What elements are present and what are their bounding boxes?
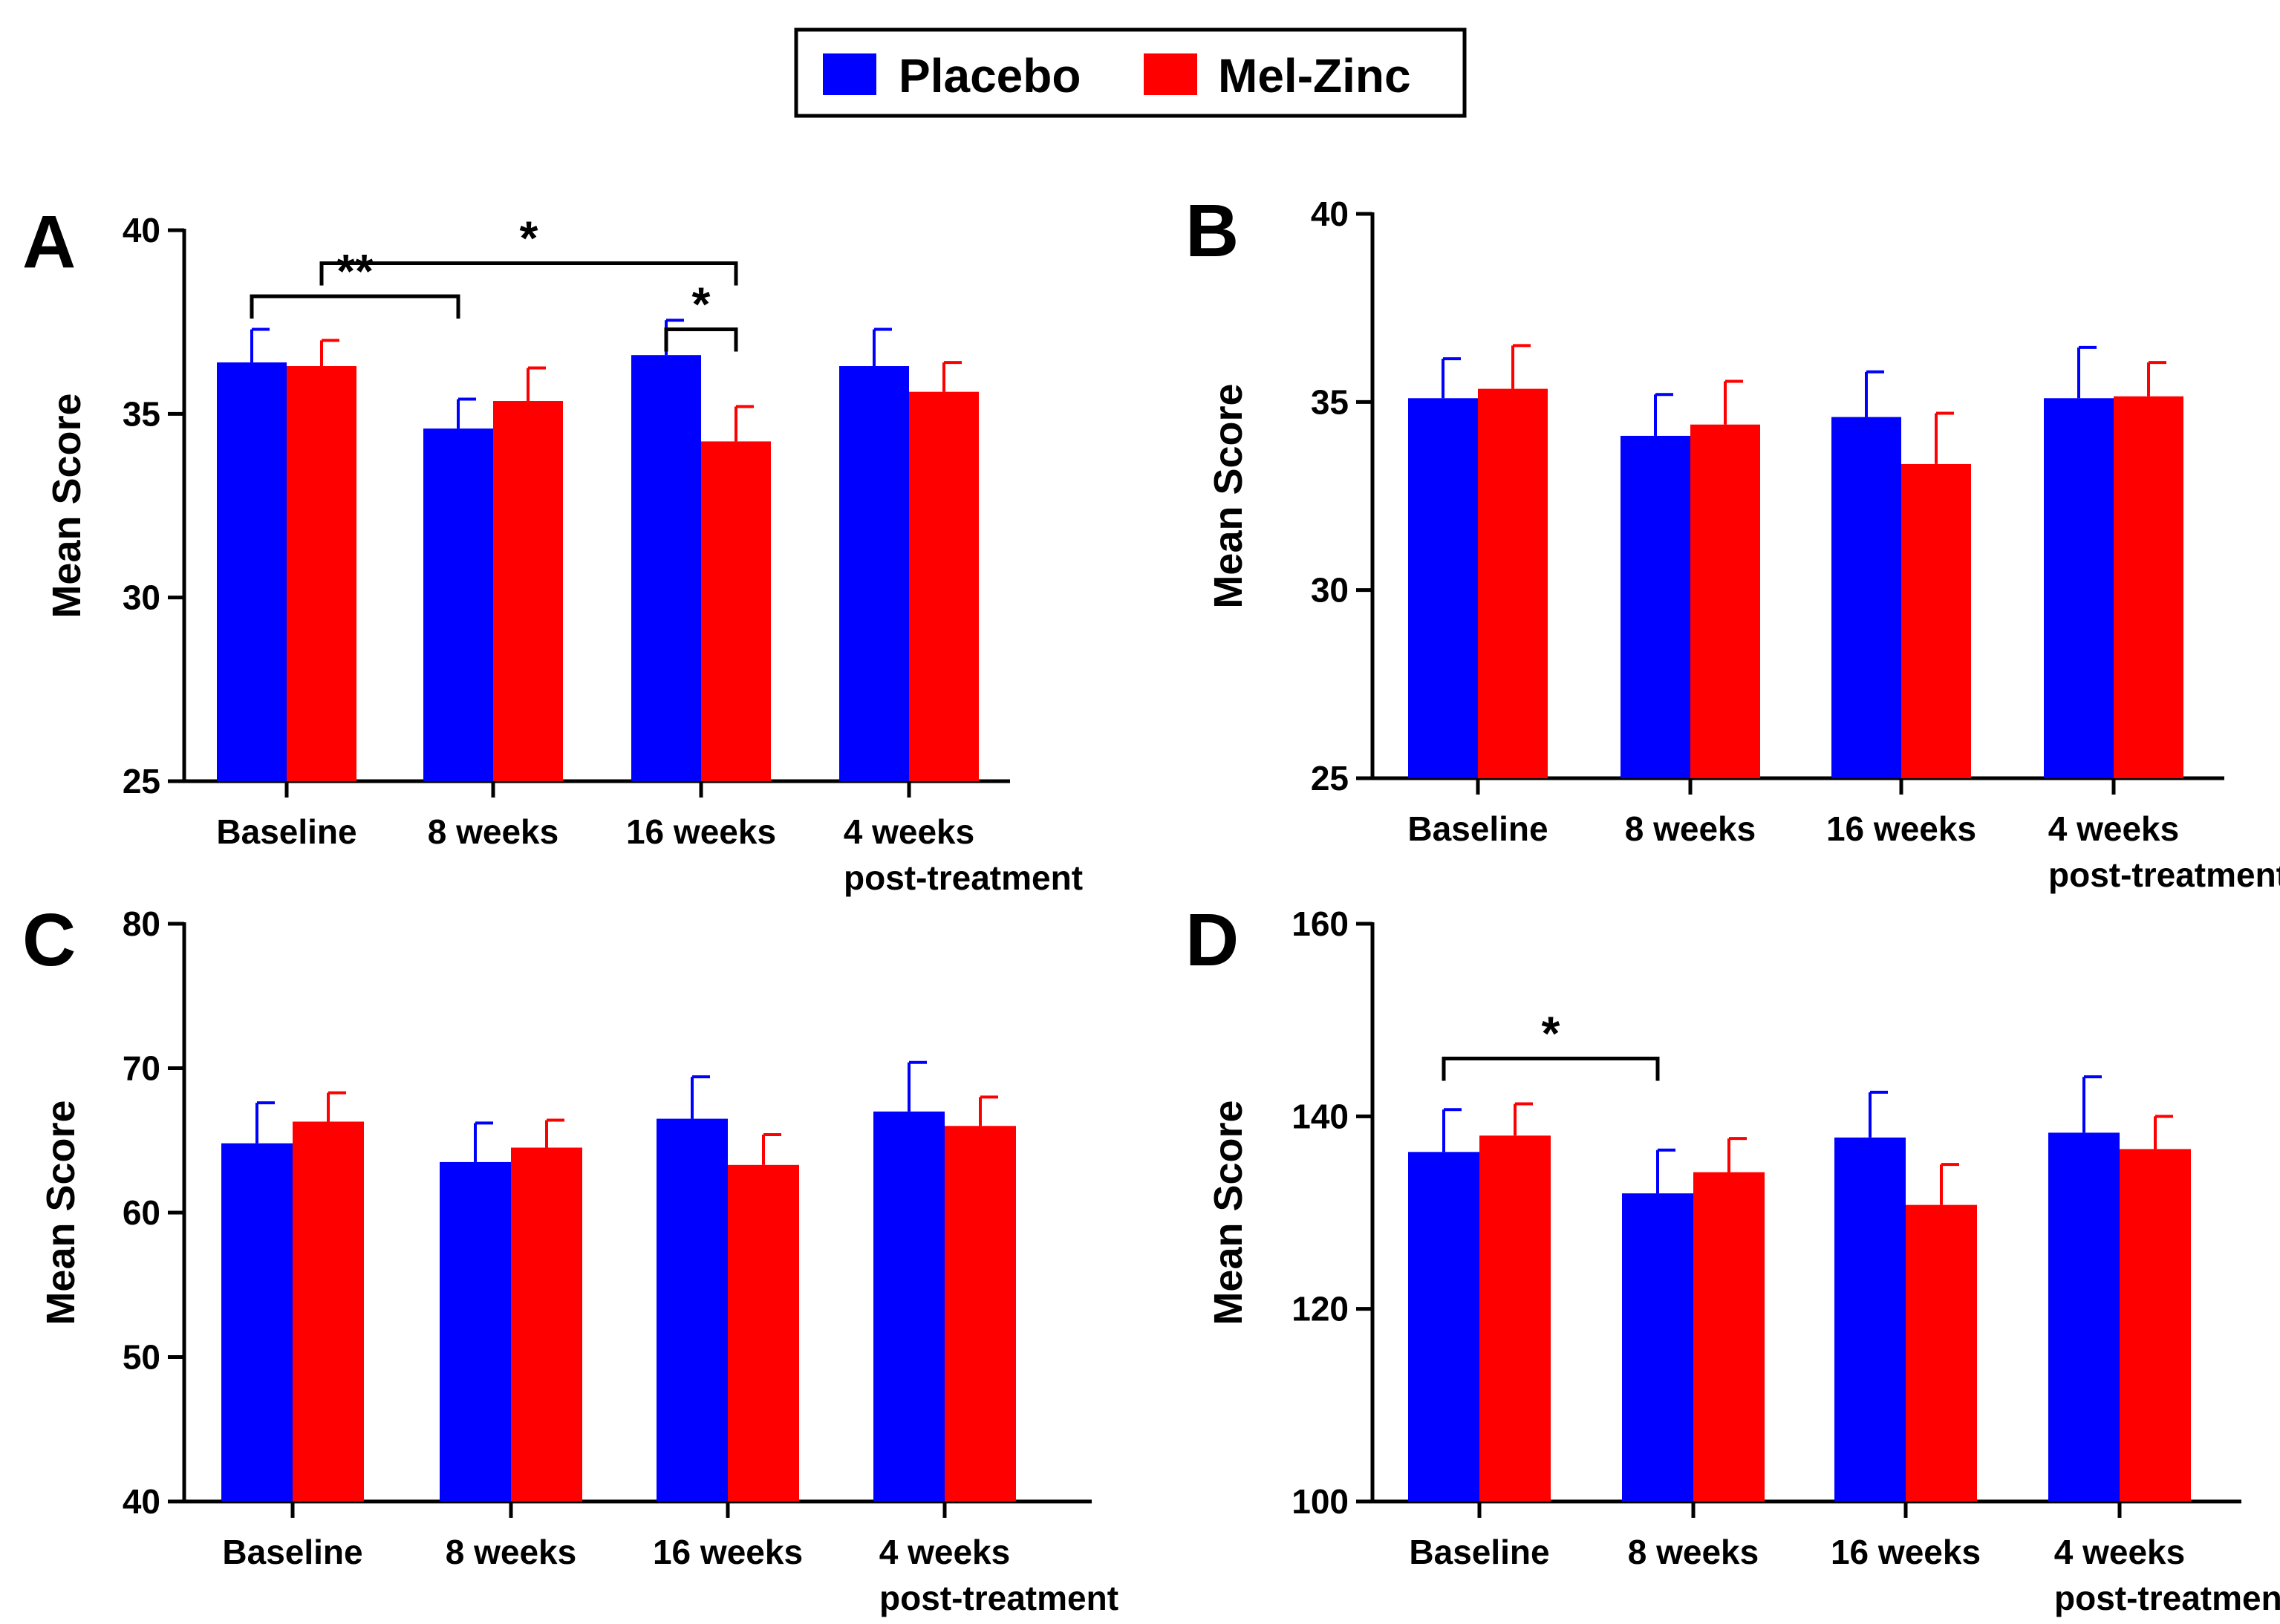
bar-placebo-2 — [1621, 435, 1690, 778]
y-tick-label: 50 — [123, 1338, 160, 1377]
x-tick-label: 8 weeks — [428, 812, 558, 851]
x-tick-label: 8 weeks — [1625, 809, 1756, 848]
significance-label: * — [520, 212, 538, 265]
bar-mel-zinc-1 — [293, 1121, 364, 1501]
bar-mel-zinc-1 — [1479, 1135, 1551, 1501]
bar-placebo-1 — [217, 362, 287, 782]
bar-placebo-3 — [657, 1118, 728, 1501]
y-tick-label: 25 — [1311, 759, 1349, 798]
bar-placebo-2 — [440, 1161, 511, 1501]
x-tick-label: 16 weeks — [1831, 1533, 1981, 1571]
bar-placebo-4 — [873, 1111, 945, 1501]
bar-placebo-1 — [221, 1143, 293, 1501]
y-tick-label: 35 — [1311, 382, 1349, 421]
legend-swatch-placebo — [823, 53, 876, 95]
bar-placebo-3 — [631, 355, 701, 782]
x-tick-label: 16 weeks — [653, 1533, 803, 1571]
bar-placebo-2 — [1622, 1193, 1693, 1501]
bar-mel-zinc-3 — [1901, 463, 1971, 778]
bar-placebo-4 — [2048, 1132, 2120, 1501]
y-tick-label: 80 — [123, 904, 160, 943]
bar-mel-zinc-4 — [909, 391, 979, 781]
x-tick-label: 16 weeks — [1826, 809, 1976, 848]
bar-mel-zinc-3 — [701, 441, 771, 781]
bar-mel-zinc-3 — [728, 1164, 799, 1501]
bar-placebo-1 — [1408, 1152, 1479, 1501]
bar-placebo-3 — [1831, 417, 1901, 778]
significance-bracket — [250, 294, 460, 319]
panel-letter: D — [1185, 899, 1239, 982]
y-tick-label: 40 — [1311, 195, 1349, 233]
y-tick-label: 60 — [123, 1193, 160, 1232]
significance-label: ** — [336, 244, 374, 298]
y-tick-label: 100 — [1292, 1482, 1349, 1521]
x-tick-label: Baseline — [1407, 809, 1548, 848]
y-tick-label: 140 — [1292, 1097, 1349, 1135]
panel-c: C Mean Score 40 50 60 70 80 Baseline 8 weeks 16 w… — [22, 899, 1118, 1617]
y-tick-label: 120 — [1292, 1290, 1349, 1328]
x-tick-label: 4 weeks — [844, 812, 974, 851]
x-tick-label: 4 weeks — [2048, 809, 2179, 848]
legend-label-mel-zinc: Mel-Zinc — [1218, 49, 1411, 102]
panel-b: B Mean Score 25 30 35 40 Baseline 8 weeks 16 wee… — [1185, 189, 2280, 894]
y-tick-label: 25 — [123, 762, 160, 800]
legend-label-placebo: Placebo — [899, 49, 1081, 102]
x-tick-label: post-treatment — [2054, 1579, 2280, 1617]
significance-bracket — [664, 327, 738, 352]
bar-placebo-4 — [2044, 398, 2114, 778]
bar-mel-zinc-1 — [287, 366, 356, 781]
x-tick-label: post-treatment — [844, 858, 1083, 897]
x-tick-label: 4 weeks — [2054, 1533, 2185, 1571]
y-axis-label: Mean Score — [45, 393, 89, 618]
x-tick-label: 4 weeks — [879, 1533, 1010, 1571]
bar-mel-zinc-4 — [945, 1126, 1016, 1501]
x-tick-label: 16 weeks — [626, 812, 776, 851]
bar-placebo-2 — [423, 428, 493, 781]
x-tick-label: 8 weeks — [1628, 1533, 1759, 1571]
panel-letter: A — [22, 200, 76, 284]
y-tick-label: 70 — [123, 1049, 160, 1088]
y-tick-label: 30 — [1311, 571, 1349, 610]
bar-mel-zinc-4 — [2120, 1149, 2191, 1501]
bar-mel-zinc-4 — [2114, 396, 2183, 778]
x-tick-label: 8 weeks — [446, 1533, 576, 1571]
bar-mel-zinc-3 — [1906, 1204, 1977, 1501]
x-tick-label: post-treatment — [2048, 855, 2280, 894]
y-tick-label: 160 — [1292, 904, 1349, 943]
bar-mel-zinc-2 — [493, 401, 563, 781]
x-tick-label: post-treatment — [879, 1579, 1118, 1617]
y-tick-label: 40 — [123, 211, 160, 250]
panel-d: D Mean Score 100 120 140 160 Baseline 8 weeks 16… — [1185, 899, 2280, 1617]
bar-mel-zinc-2 — [1690, 424, 1760, 778]
significance-label: * — [692, 278, 711, 331]
significance-bracket — [1442, 1057, 1660, 1081]
x-tick-label: Baseline — [1409, 1533, 1549, 1571]
bar-placebo-3 — [1834, 1137, 1906, 1501]
legend-swatch-mel-zinc — [1144, 53, 1197, 95]
y-axis-label: Mean Score — [1206, 1100, 1251, 1325]
panel-letter: B — [1185, 189, 1239, 273]
y-axis-label: Mean Score — [1206, 383, 1251, 608]
panels: A Mean Score 25 30 35 40 Baseline 8 weeks 16 wee… — [22, 189, 2280, 1617]
bar-placebo-1 — [1408, 398, 1478, 778]
bar-mel-zinc-2 — [511, 1147, 582, 1501]
significance-label: * — [1542, 1007, 1560, 1060]
bar-mel-zinc-1 — [1478, 388, 1548, 778]
x-tick-label: Baseline — [222, 1533, 362, 1571]
y-tick-label: 35 — [123, 394, 160, 433]
y-axis-label: Mean Score — [39, 1100, 83, 1325]
panel-a: A Mean Score 25 30 35 40 Baseline 8 weeks 16 wee… — [22, 200, 1083, 897]
y-tick-label: 40 — [123, 1482, 160, 1521]
bar-placebo-4 — [839, 366, 909, 781]
x-tick-label: Baseline — [216, 812, 356, 851]
legend-box — [794, 27, 1467, 118]
panel-letter: C — [22, 899, 76, 982]
bar-mel-zinc-2 — [1693, 1172, 1765, 1501]
legend: Placebo Mel-Zinc — [794, 27, 1467, 118]
significance-bracket — [319, 261, 738, 286]
y-tick-label: 30 — [123, 578, 160, 617]
